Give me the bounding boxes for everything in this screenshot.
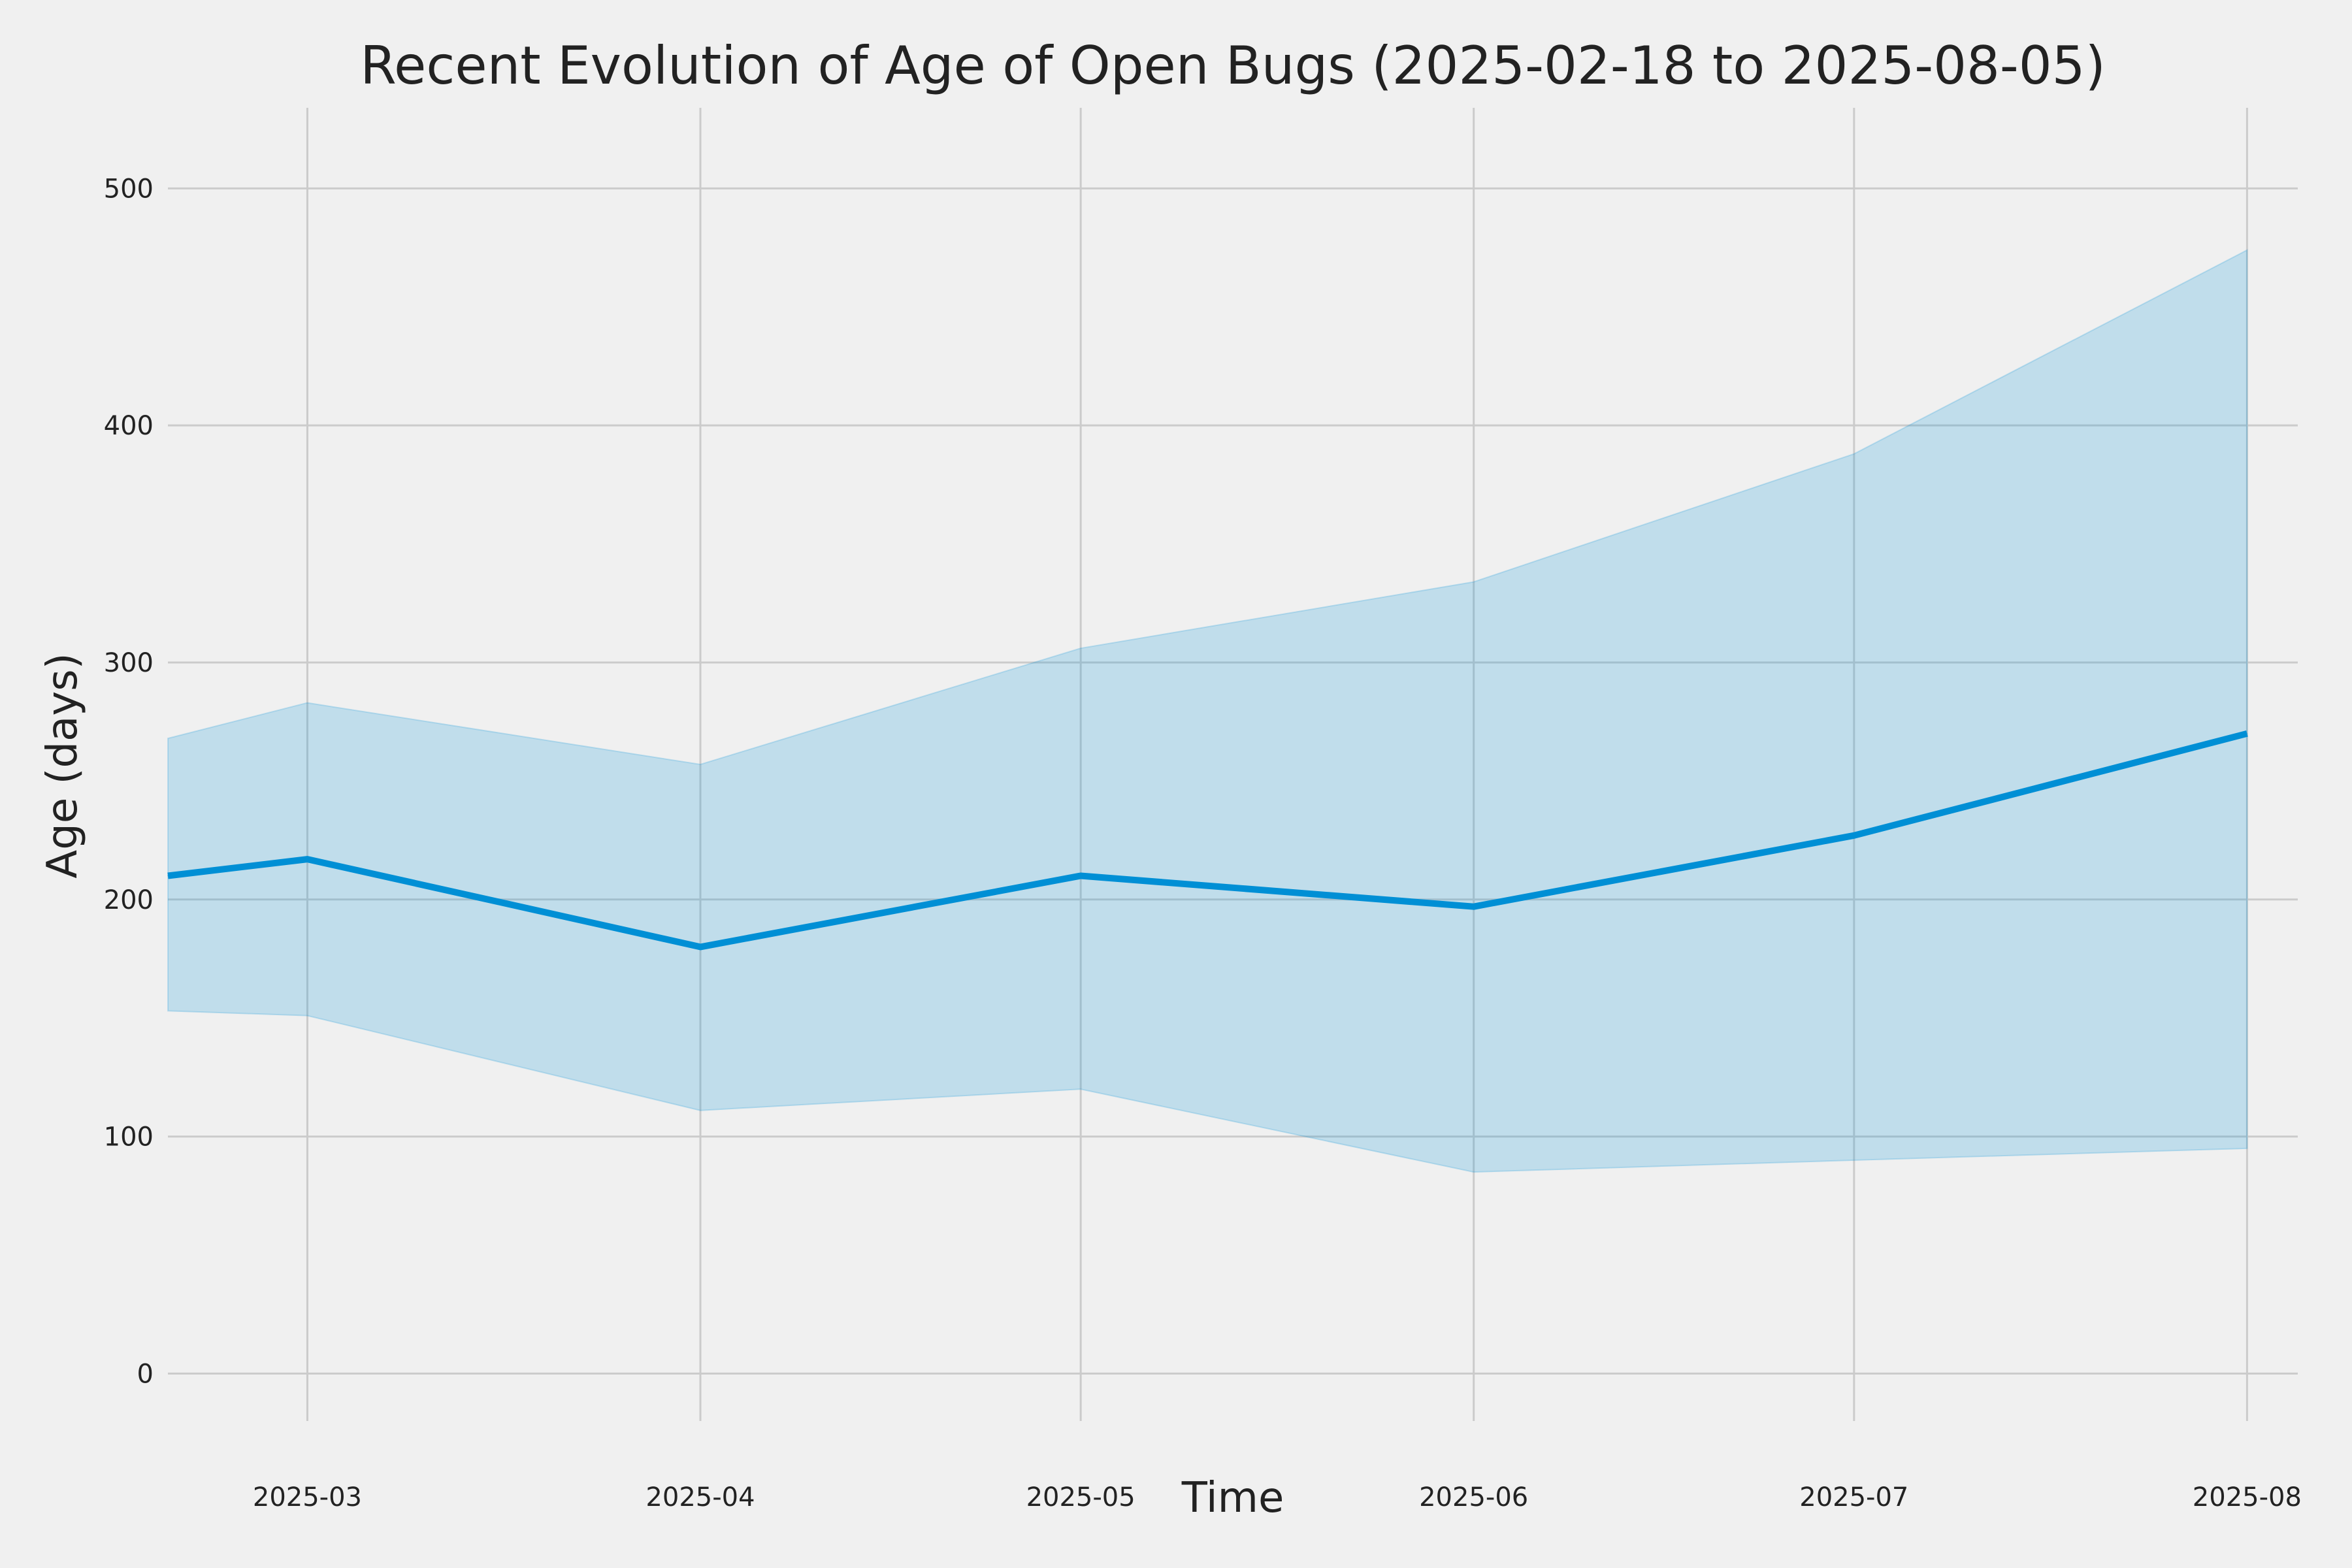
y-gridlines bbox=[168, 187, 2298, 1375]
x-tick-label: 2025-06 bbox=[1419, 1482, 1528, 1512]
y-tick-labels: 0 100 200 300 400 500 bbox=[104, 174, 154, 1389]
chart-title: Recent Evolution of Age of Open Bugs (20… bbox=[360, 35, 2106, 96]
x-gridlines bbox=[306, 108, 2248, 1421]
x-tick-labels: 2025-03 2025-04 2025-05 2025-06 2025-07 2025-… bbox=[253, 1482, 2302, 1512]
x-tick-label: 2025-03 bbox=[253, 1482, 362, 1512]
x-tick-label: 2025-08 bbox=[2193, 1482, 2302, 1512]
y-tick-label: 0 bbox=[137, 1359, 154, 1389]
series-lines bbox=[167, 730, 2248, 951]
x-tick-label: 2025-05 bbox=[1026, 1482, 1135, 1512]
data-point bbox=[167, 875, 169, 877]
y-tick-label: 500 bbox=[104, 174, 154, 204]
y-axis-label: Age (days) bbox=[39, 653, 87, 878]
data-point bbox=[1473, 906, 1475, 907]
data-point bbox=[306, 858, 308, 860]
y-tick-label: 200 bbox=[104, 885, 154, 915]
x-tick-label: 2025-04 bbox=[645, 1482, 755, 1512]
x-tick-label: 2025-07 bbox=[1799, 1482, 1908, 1512]
x-axis-label: Time bbox=[1181, 1474, 1284, 1522]
y-tick-label: 400 bbox=[104, 411, 154, 441]
y-tick-label: 300 bbox=[104, 648, 154, 678]
y-tick-label: 100 bbox=[104, 1122, 154, 1152]
